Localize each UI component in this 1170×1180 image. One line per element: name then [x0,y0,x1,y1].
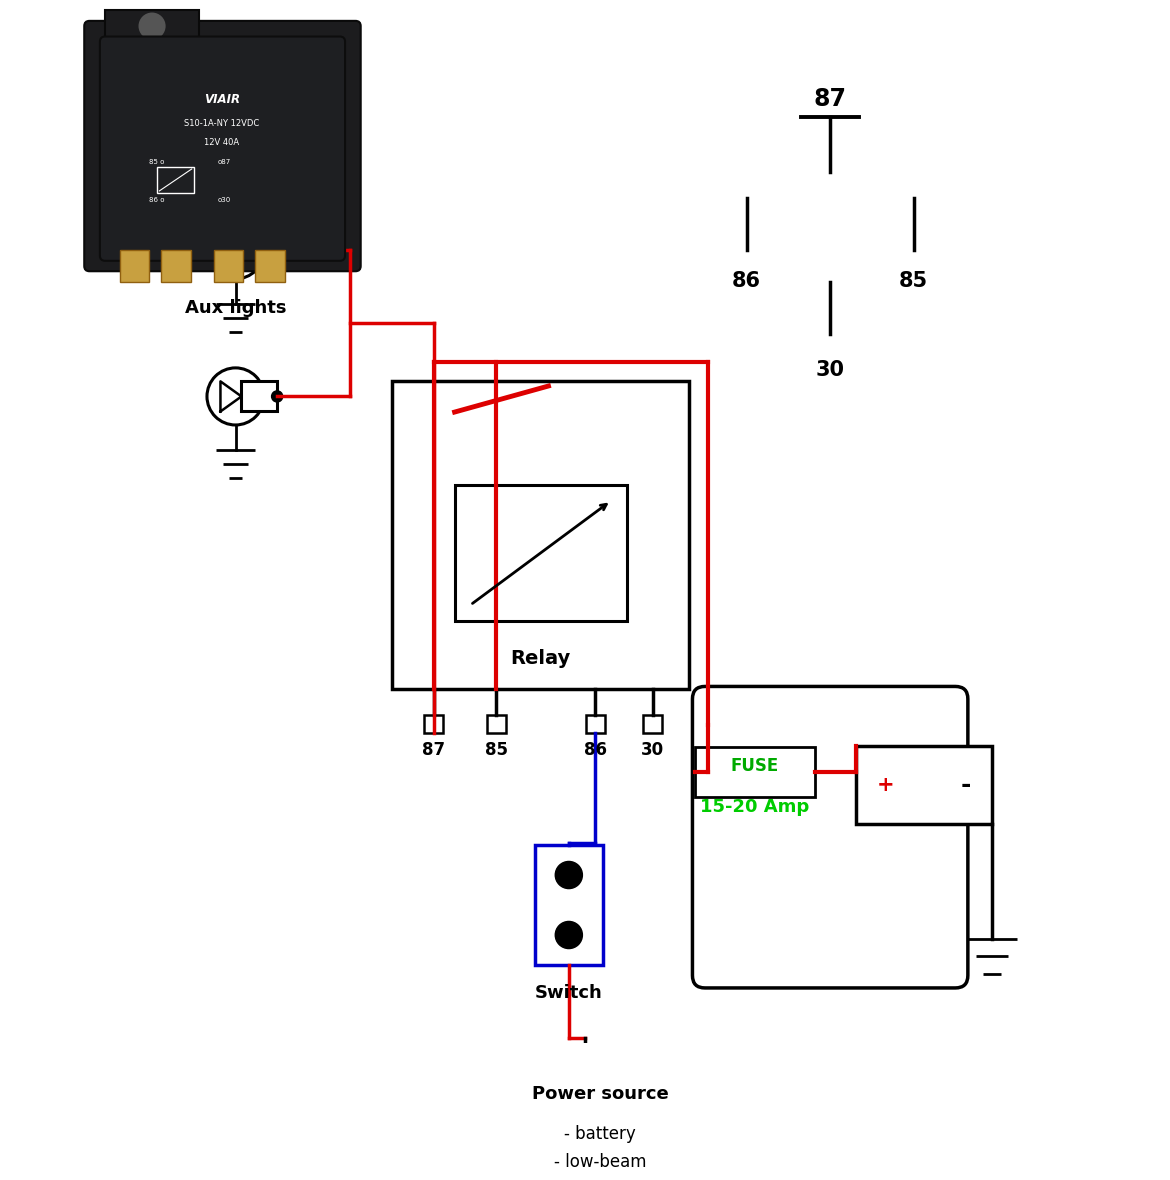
Text: 87: 87 [813,87,847,111]
Bar [856,746,992,824]
Circle shape [138,13,166,40]
Text: - battery: - battery [564,1125,636,1142]
Bar [255,250,284,282]
Text: 85: 85 [899,271,928,291]
FancyBboxPatch shape [693,687,968,988]
Text: - low-beam: - low-beam [553,1153,646,1171]
Text: Power source: Power source [531,1084,668,1103]
Circle shape [556,922,583,949]
Bar [241,235,277,266]
Text: VIAIR: VIAIR [204,92,240,105]
Text: 15-20 Amp: 15-20 Amp [700,799,810,817]
Bar [695,747,814,797]
Bar [487,715,505,734]
Text: 30: 30 [815,360,845,380]
FancyBboxPatch shape [84,21,360,271]
Text: o30: o30 [218,197,230,203]
Text: Aux lights: Aux lights [185,299,287,316]
Text: 85: 85 [484,741,508,759]
Bar [644,715,662,734]
Text: 86: 86 [732,271,762,291]
Text: -: - [961,773,971,796]
FancyBboxPatch shape [99,37,345,261]
Circle shape [271,391,283,402]
Text: S10-1A-NY 12VDC: S10-1A-NY 12VDC [185,119,260,127]
Text: FUSE: FUSE [730,756,779,775]
Text: 87: 87 [422,741,446,759]
Bar [241,381,277,412]
Bar [119,250,149,282]
Bar [535,845,603,965]
Text: Switch: Switch [535,984,603,1002]
Text: 30: 30 [641,741,665,759]
Text: +: + [876,775,894,795]
Bar [214,250,243,282]
Bar [105,11,199,41]
Text: 12V 40A: 12V 40A [205,138,240,148]
Bar [586,715,605,734]
Bar [455,485,627,621]
Circle shape [271,244,283,256]
Bar [161,250,191,282]
Bar [425,715,443,734]
Text: 86: 86 [584,741,607,759]
Text: 86 o: 86 o [149,197,165,203]
Bar [392,381,689,689]
Bar [157,166,194,194]
Circle shape [556,861,583,889]
Text: 85 o: 85 o [149,158,164,165]
Text: o87: o87 [218,158,230,165]
Text: Relay: Relay [510,649,571,668]
